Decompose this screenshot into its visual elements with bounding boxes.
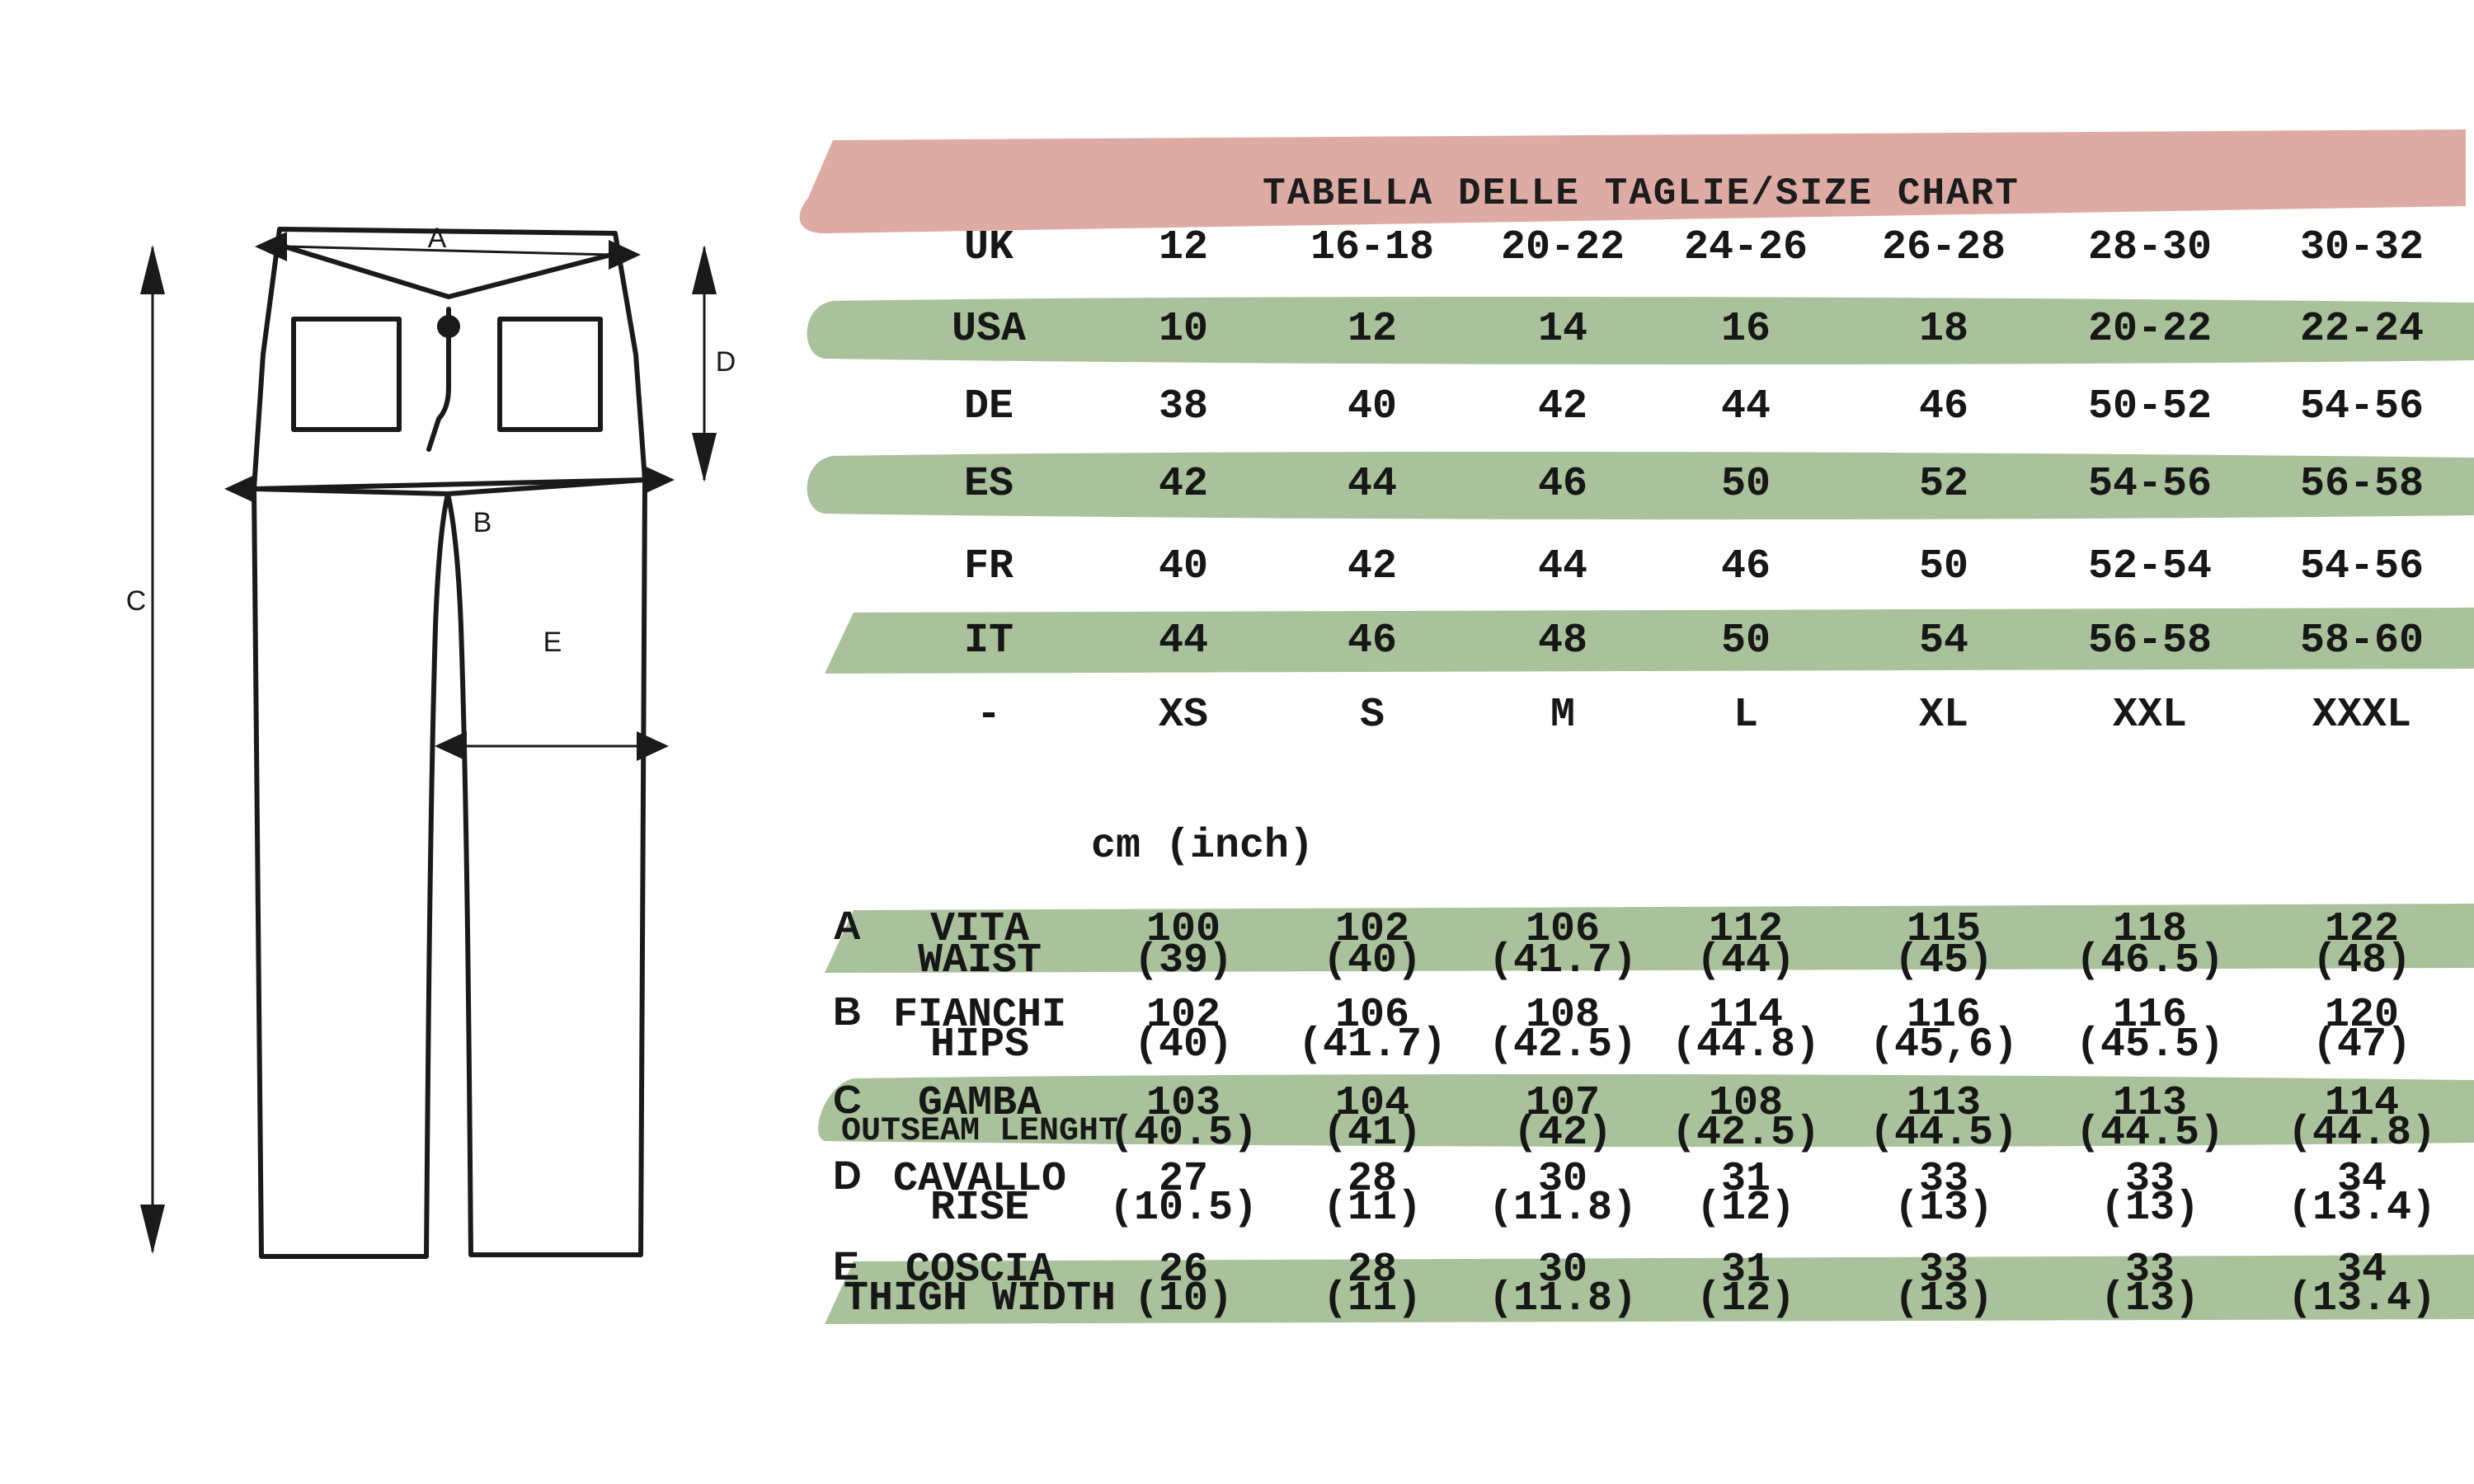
svg-text:C: C [126,585,147,617]
svg-text:TABELLA DELLE TAGLIE/SIZE CHAR: TABELLA DELLE TAGLIE/SIZE CHART [1263,172,2020,215]
svg-text:A: A [428,223,447,254]
svg-text:D: D [716,346,736,378]
svg-text:B: B [473,507,492,538]
svg-text:E: E [543,627,562,658]
